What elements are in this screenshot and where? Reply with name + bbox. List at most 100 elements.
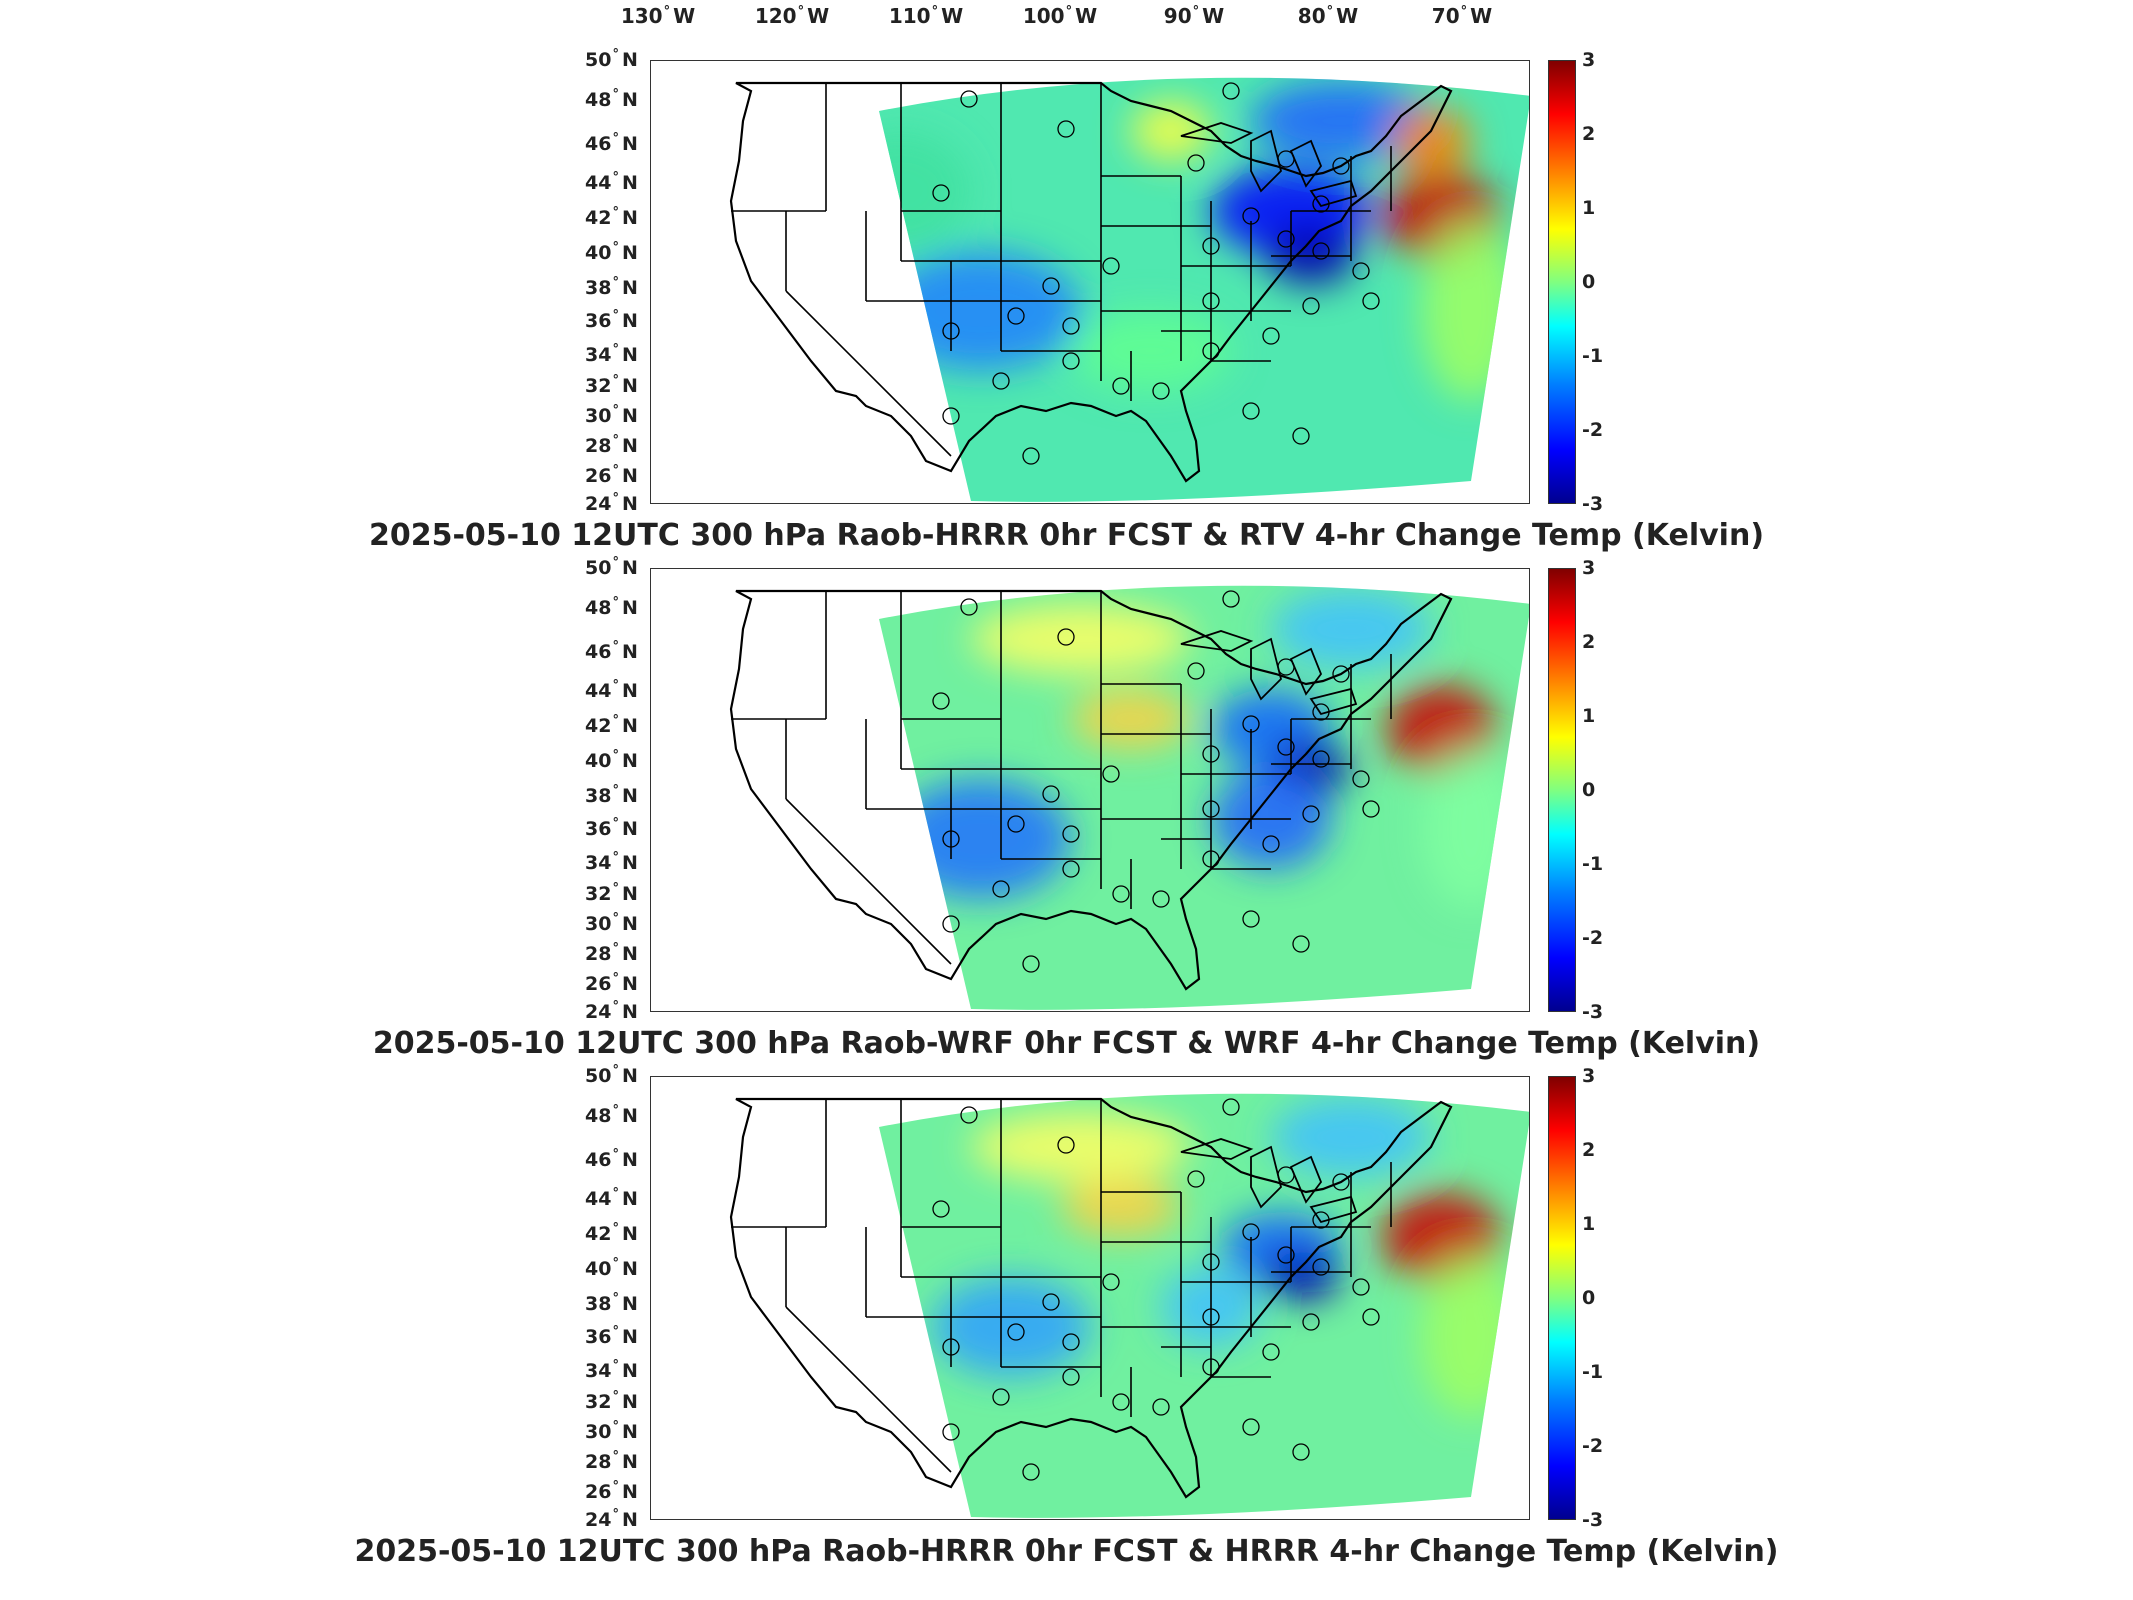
raob-station-marker xyxy=(1302,805,1320,823)
lat-label: 50° N xyxy=(585,47,638,71)
lat-label: 40° N xyxy=(585,1256,638,1280)
lat-label: 30° N xyxy=(585,1419,638,1443)
raob-station-marker xyxy=(1362,800,1380,818)
raob-station-marker xyxy=(942,1338,960,1356)
raob-station-marker xyxy=(1102,257,1120,275)
state-boundaries xyxy=(731,83,1392,457)
lat-label: 46° N xyxy=(585,639,638,663)
lat-label: 44° N xyxy=(585,678,638,702)
raob-station-marker xyxy=(992,372,1010,390)
lat-label: 30° N xyxy=(585,911,638,935)
map-frame xyxy=(650,568,1530,1012)
raob-station-marker xyxy=(1292,427,1310,445)
raob-station-marker xyxy=(1112,1393,1130,1411)
raob-station-marker xyxy=(942,322,960,340)
state-boundaries xyxy=(731,591,1392,965)
field-anomaly xyxy=(1131,101,1211,161)
lat-label: 40° N xyxy=(585,748,638,772)
lat-label: 46° N xyxy=(585,1147,638,1171)
temperature-field xyxy=(879,77,1529,502)
raob-station-marker xyxy=(1242,910,1260,928)
raob-station-marker xyxy=(1007,815,1025,833)
raob-station-marker xyxy=(1202,237,1220,255)
state-boundaries xyxy=(731,1099,1392,1473)
map-panel-raob-hrrr-rtv: 50° N 48° N 46° N 44° N 42° N 40° N 38° N 36° N 34° N 32° N… xyxy=(0,47,2133,565)
raob-station-marker xyxy=(1062,317,1080,335)
field-anomaly xyxy=(1421,749,1521,909)
lat-label: 48° N xyxy=(585,87,638,111)
raob-station-marker xyxy=(1312,195,1330,213)
colorbar-tick-label: 0 xyxy=(1582,779,1596,801)
panel-title: 2025-05-10 12UTC 300 hPa Raob-HRRR 0hr F… xyxy=(354,1534,1779,1569)
lat-label: 38° N xyxy=(585,275,638,299)
raob-station-marker xyxy=(960,598,978,616)
colorbar xyxy=(1548,568,1576,1012)
raob-station-marker xyxy=(1202,745,1220,763)
field-anomaly xyxy=(1261,1252,1341,1302)
raob-station-marker xyxy=(1262,1343,1280,1361)
raob-station-marker xyxy=(1302,1313,1320,1331)
raob-station-marker xyxy=(1277,150,1295,168)
field-anomaly xyxy=(1421,1257,1521,1417)
great-lakes xyxy=(1180,630,1358,716)
panel-title: 2025-05-10 12UTC 300 hPa Raob-HRRR 0hr F… xyxy=(368,518,1765,553)
lon-label: 130° W xyxy=(620,4,696,28)
raob-station-marker xyxy=(1242,1418,1260,1436)
raob-station-marker xyxy=(1057,1136,1075,1154)
raob-station-marker xyxy=(942,1423,960,1441)
raob-station-marker xyxy=(1102,765,1120,783)
lat-label: 50° N xyxy=(585,1063,638,1087)
temperature-field xyxy=(879,585,1529,1010)
map-panel-raob-hrrr-hrrr: 50° N 48° N 46° N 44° N 42° N 40° N 38° N 36° N 34° N 32° N… xyxy=(0,1063,2133,1581)
lat-label: 26° N xyxy=(585,463,638,487)
map-canvas xyxy=(729,1093,1529,1518)
colorbar-tick-label: -1 xyxy=(1582,345,1604,367)
lat-label: 36° N xyxy=(585,308,638,332)
raob-station-marker xyxy=(1022,447,1040,465)
raob-station-marker xyxy=(1312,1258,1330,1276)
lat-label: 38° N xyxy=(585,783,638,807)
raob-station-marker xyxy=(1022,1463,1040,1481)
raob-station-marker xyxy=(1277,658,1295,676)
map-panel-raob-wrf: 50° N 48° N 46° N 44° N 42° N 40° N 38° N 36° N 34° N 32° N… xyxy=(0,555,2133,1073)
colorbar-tick-label: 1 xyxy=(1582,705,1596,727)
colorbar-tick-label: -2 xyxy=(1582,1435,1604,1457)
lon-label: 120° W xyxy=(754,4,830,28)
lon-label: 110° W xyxy=(888,4,964,28)
raob-station-marker xyxy=(1312,1211,1330,1229)
raob-station-marker xyxy=(960,1106,978,1124)
raob-station-marker xyxy=(1007,307,1025,325)
raob-station-marker xyxy=(1102,1273,1120,1291)
raob-station-marker xyxy=(1112,885,1130,903)
lat-label: 42° N xyxy=(585,205,638,229)
lat-label: 42° N xyxy=(585,1221,638,1245)
raob-station-marker xyxy=(1202,292,1220,310)
raob-station-marker xyxy=(1152,890,1170,908)
colorbar-tick-label: 1 xyxy=(1582,1213,1596,1235)
raob-stations xyxy=(932,82,1380,465)
raob-station-marker xyxy=(1202,1358,1220,1376)
colorbar-tick-label: 0 xyxy=(1582,1287,1596,1309)
field-anomaly xyxy=(1251,81,1431,161)
raob-station-marker xyxy=(1277,1166,1295,1184)
map-frame xyxy=(650,1076,1530,1520)
lat-label: 34° N xyxy=(585,850,638,874)
field-anomaly xyxy=(931,1277,1091,1377)
raob-station-marker xyxy=(1222,590,1240,608)
panel-title: 2025-05-10 12UTC 300 hPa Raob-WRF 0hr FC… xyxy=(372,1026,1761,1061)
colorbar xyxy=(1548,1076,1576,1520)
colorbar-tick-label: -3 xyxy=(1582,1001,1604,1023)
raob-station-marker xyxy=(1242,1223,1260,1241)
map-frame xyxy=(650,60,1530,504)
raob-station-marker xyxy=(1312,703,1330,721)
raob-station-marker xyxy=(1242,207,1260,225)
colorbar-tick-label: -1 xyxy=(1582,1361,1604,1383)
raob-station-marker xyxy=(1332,1173,1350,1191)
field-anomaly xyxy=(1421,221,1521,401)
raob-station-marker xyxy=(1277,1246,1295,1264)
raob-station-marker xyxy=(1262,835,1280,853)
raob-station-marker xyxy=(1332,665,1350,683)
raob-station-marker xyxy=(1362,292,1380,310)
raob-station-marker xyxy=(1187,154,1205,172)
colorbar-tick-label: -3 xyxy=(1582,1509,1604,1531)
